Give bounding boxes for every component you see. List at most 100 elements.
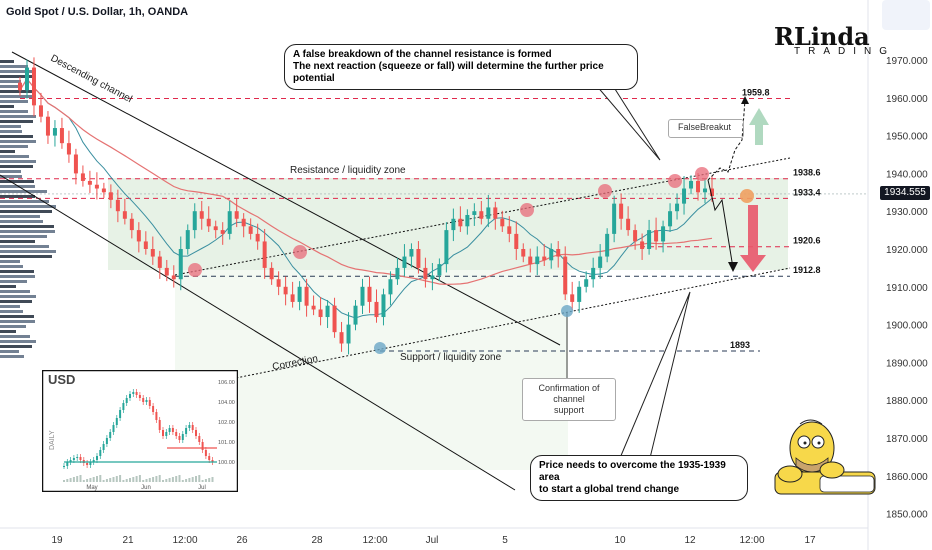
time-tick: 19 bbox=[51, 535, 63, 546]
inset-volume bbox=[125, 479, 128, 482]
candle-body bbox=[18, 82, 22, 91]
inset-body bbox=[96, 456, 98, 460]
volume-profile-bar bbox=[0, 285, 16, 288]
volume-profile-bar bbox=[0, 355, 24, 358]
time-tick: 28 bbox=[311, 535, 323, 546]
callout-bottom-line2: to start a global trend change bbox=[539, 484, 680, 495]
candle-body bbox=[521, 249, 526, 257]
inset-body bbox=[191, 425, 194, 430]
callout-top-line2: The next reaction (squeeze or fall) will… bbox=[293, 61, 604, 84]
volume-profile-bar bbox=[0, 135, 33, 138]
volume-profile-bar bbox=[0, 120, 33, 123]
volume-profile-bar bbox=[0, 255, 52, 258]
levels bbox=[0, 98, 868, 352]
price-axis: 1970.000 1960.000 1950.000 1940.000 1930.000… bbox=[886, 56, 928, 521]
candle-body bbox=[59, 128, 64, 144]
candle-body bbox=[556, 249, 561, 257]
candle-body bbox=[703, 188, 708, 193]
inset-body bbox=[162, 430, 164, 436]
price-tick: 1940.000 bbox=[886, 169, 928, 180]
candle-body bbox=[276, 279, 281, 287]
inset-volume bbox=[142, 480, 145, 482]
inset-volume bbox=[79, 475, 82, 482]
inset-volume bbox=[145, 479, 148, 482]
inset-volume bbox=[148, 478, 151, 482]
price-tick: 1880.000 bbox=[886, 396, 928, 407]
markers bbox=[188, 167, 754, 354]
volume-profile-bar bbox=[0, 310, 23, 313]
false-breakout-label-text: FalseBreakut bbox=[678, 122, 732, 132]
inset-body bbox=[115, 418, 118, 425]
inset-volume bbox=[135, 476, 138, 482]
candle-body bbox=[395, 267, 400, 280]
price-tick: 1890.000 bbox=[886, 358, 928, 369]
candle-body bbox=[122, 211, 127, 219]
candle-body bbox=[94, 184, 99, 189]
inset-volume bbox=[105, 479, 108, 482]
inset-tick: 106.00 bbox=[218, 380, 235, 386]
confirmation-box: Confirmation of channel support bbox=[522, 378, 616, 421]
inset-body bbox=[138, 395, 141, 398]
price-tick: 1900.000 bbox=[886, 321, 928, 332]
inset-volume bbox=[102, 480, 105, 482]
false-breakout-box bbox=[668, 119, 744, 138]
time-axis: 19 21 12:00 26 28 12:00 Jul 5 10 12 12:00 17 bbox=[51, 535, 816, 546]
inset-side-label: DAILY bbox=[49, 430, 56, 450]
candle-body bbox=[619, 203, 624, 219]
logo-sub: TRADING bbox=[794, 46, 895, 57]
volume-profile-bar bbox=[0, 190, 47, 193]
inset-volume bbox=[66, 479, 69, 482]
candle-body bbox=[115, 199, 120, 212]
inset-tick: 101.00 bbox=[218, 440, 235, 446]
time-tick: 12:00 bbox=[739, 535, 764, 546]
inset-title: USD bbox=[48, 372, 75, 387]
inset-body bbox=[185, 428, 188, 434]
candle-body bbox=[255, 233, 260, 242]
inset-volume bbox=[86, 479, 89, 482]
top-right-button[interactable] bbox=[882, 0, 930, 30]
candle-body bbox=[80, 173, 85, 181]
inset-body bbox=[125, 398, 128, 403]
candle-body bbox=[472, 211, 477, 215]
inset-body bbox=[204, 450, 207, 456]
volume-profile-bar bbox=[0, 150, 15, 153]
inset-body bbox=[181, 434, 184, 440]
volume-profile-bar bbox=[0, 320, 35, 323]
inset-body bbox=[165, 432, 168, 436]
inset-volume bbox=[82, 480, 85, 482]
candle-body bbox=[542, 256, 547, 261]
inset-body bbox=[155, 412, 158, 420]
inset-body bbox=[175, 432, 178, 436]
candle-body bbox=[234, 211, 239, 219]
candle-body bbox=[416, 249, 421, 268]
inset-body bbox=[201, 442, 204, 450]
callout-top: A false breakdown of the channel resista… bbox=[284, 44, 638, 90]
candle-body bbox=[178, 249, 183, 280]
inset-tick: 102.00 bbox=[218, 420, 235, 426]
descending-channel-label: Descending channel bbox=[49, 53, 134, 105]
candle-body bbox=[353, 305, 358, 325]
inset-volume bbox=[152, 477, 155, 482]
volume-profile-bar bbox=[0, 95, 36, 98]
inset-volume bbox=[201, 480, 204, 482]
candle-body bbox=[143, 241, 148, 249]
time-tick: 21 bbox=[122, 535, 134, 546]
candle-body bbox=[136, 230, 141, 242]
inset-volume bbox=[168, 478, 171, 482]
volume-profile-bar bbox=[0, 130, 22, 133]
volume-profile-bar bbox=[0, 185, 35, 188]
candle-body bbox=[493, 207, 498, 219]
candle-body bbox=[220, 230, 225, 234]
inset-body bbox=[89, 462, 92, 465]
candle-body bbox=[640, 241, 645, 249]
candle-body bbox=[444, 230, 449, 265]
callout-bottom: Price needs to overcome the 1935-1939 ar… bbox=[530, 455, 748, 501]
price-tick: 1950.000 bbox=[886, 132, 928, 143]
inset-volume bbox=[96, 476, 98, 482]
inset-volume bbox=[92, 477, 95, 482]
inset-volume bbox=[99, 475, 102, 482]
candle-body bbox=[206, 218, 211, 227]
down-projection-arrow bbox=[707, 179, 734, 269]
inset-volume bbox=[204, 479, 207, 482]
